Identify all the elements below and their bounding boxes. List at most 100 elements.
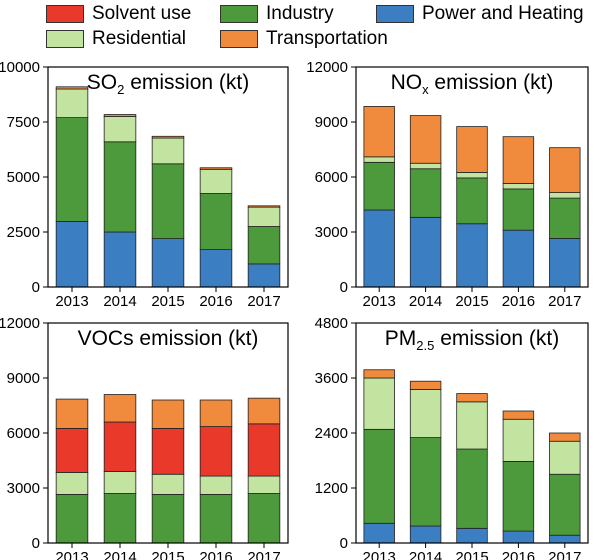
legend-item-power: Power and Heating (376, 3, 584, 25)
legend-swatch-power (376, 5, 414, 23)
x-tick-label-vocs-2016: 2016 (199, 549, 232, 560)
y-tick-label-nox-0: 0 (340, 279, 348, 296)
x-tick-label-pm25-2015: 2015 (455, 549, 488, 560)
bar-nox-transportation-2017 (549, 147, 581, 193)
x-tick-label-nox-2015: 2015 (455, 293, 488, 310)
y-tick-label-pm25-3600: 3600 (315, 370, 348, 387)
y-tick-label-vocs-9000: 9000 (7, 370, 40, 387)
bar-pm25-transportation-2016 (502, 410, 535, 420)
legend-label-transportation: Transportation (266, 28, 388, 49)
legend-item-transportation: Transportation (220, 28, 388, 50)
panel-vocs: 2013 2014 2015 2016 2017 0 3000 6000 9000 12000 VO… (0, 315, 289, 560)
legend: Solvent use Industry Power and Heating R… (0, 0, 596, 52)
bar-vocs-solvent-2014 (103, 421, 137, 472)
bar-pm25-transportation-2015 (456, 393, 488, 403)
bar-vocs-industry-2014 (103, 493, 137, 544)
bar-vocs-industry-2016 (199, 494, 233, 544)
bar-so2-power-2016 (199, 249, 233, 288)
legend-item-solvent: Solvent use (46, 3, 191, 25)
bar-vocs-transportation-2013 (55, 398, 89, 429)
x-tick-label-so2-2017: 2017 (247, 293, 280, 310)
bar-nox-power-2014 (409, 216, 442, 288)
x-tick-label-so2-2013: 2013 (55, 293, 88, 310)
bar-vocs-industry-2015 (151, 494, 185, 544)
bar-nox-residential-2013 (363, 156, 395, 163)
bar-so2-industry-2013 (55, 117, 89, 222)
x-tick-label-pm25-2017: 2017 (548, 549, 581, 560)
bar-nox-power-2013 (363, 209, 395, 288)
legend-item-residential: Residential (46, 28, 186, 50)
bar-so2-industry-2015 (151, 163, 185, 240)
x-tick-label-pm25-2014: 2014 (409, 549, 442, 560)
panel-pm25: 2013 2014 2015 2016 2017 0 1200 2400 3600 4800 PM2… (315, 315, 589, 560)
bar-pm25-residential-2016 (502, 418, 535, 462)
bar-nox-transportation-2013 (363, 106, 395, 158)
bar-pm25-transportation-2017 (549, 432, 581, 442)
bar-pm25-residential-2014 (409, 389, 442, 438)
bar-vocs-solvent-2013 (55, 428, 89, 473)
bar-so2-residential-2015 (151, 137, 185, 165)
chart-title-nox: NOx emission (kt) (391, 71, 554, 97)
bar-nox-power-2017 (549, 238, 581, 288)
y-tick-label-nox-3000: 3000 (315, 224, 348, 241)
bar-so2-power-2013 (55, 221, 89, 288)
y-tick-label-vocs-12000: 12000 (0, 315, 40, 332)
bar-so2-residential-2013 (55, 88, 89, 119)
bar-so2-transportation-2013 (55, 86, 89, 90)
bar-pm25-residential-2015 (456, 401, 488, 450)
bar-nox-industry-2016 (502, 188, 535, 231)
legend-swatch-transportation (220, 30, 258, 48)
bar-so2-transportation-2016 (199, 167, 233, 170)
bar-nox-residential-2016 (502, 183, 535, 190)
bar-vocs-industry-2017 (247, 493, 281, 544)
bar-so2-industry-2017 (247, 226, 281, 265)
bar-so2-industry-2016 (199, 193, 233, 250)
y-tick-label-so2-2500: 2500 (7, 224, 40, 241)
x-tick-label-so2-2014: 2014 (103, 293, 136, 310)
bar-so2-residential-2017 (247, 206, 281, 227)
bar-pm25-power-2014 (409, 525, 442, 544)
y-tick-label-nox-12000: 12000 (306, 59, 348, 76)
chart-title-pm25: PM2.5 emission (kt) (385, 327, 559, 353)
bar-nox-industry-2017 (549, 197, 581, 239)
bar-pm25-industry-2014 (409, 437, 442, 527)
bar-so2-power-2017 (247, 263, 281, 288)
y-tick-label-nox-9000: 9000 (315, 114, 348, 131)
legend-label-residential: Residential (92, 28, 186, 49)
bar-pm25-transportation-2013 (363, 369, 395, 379)
x-tick-label-so2-2015: 2015 (151, 293, 184, 310)
panel-nox: 2013 2014 2015 2016 2017 0 3000 6000 9000 12000 NO… (306, 59, 589, 310)
bar-so2-power-2015 (151, 238, 185, 288)
y-tick-label-nox-6000: 6000 (315, 169, 348, 186)
bar-so2-transportation-2015 (151, 135, 185, 139)
x-tick-label-nox-2016: 2016 (502, 293, 535, 310)
bar-so2-residential-2014 (103, 116, 137, 143)
bar-nox-transportation-2016 (502, 136, 535, 184)
y-tick-label-pm25-2400: 2400 (315, 425, 348, 442)
bar-nox-industry-2014 (409, 168, 442, 218)
bar-pm25-industry-2017 (549, 473, 581, 536)
x-tick-label-vocs-2014: 2014 (103, 549, 136, 560)
legend-label-power: Power and Heating (422, 3, 584, 24)
bar-vocs-solvent-2015 (151, 428, 185, 475)
bar-pm25-residential-2013 (363, 377, 395, 430)
x-tick-label-nox-2017: 2017 (548, 293, 581, 310)
bar-pm25-power-2017 (549, 534, 581, 544)
y-tick-label-vocs-0: 0 (32, 535, 40, 552)
bar-pm25-power-2016 (502, 530, 535, 544)
bar-nox-power-2016 (502, 229, 535, 288)
chart-title-so2: SO2 emission (kt) (87, 71, 249, 97)
y-tick-label-so2-5000: 5000 (7, 169, 40, 186)
legend-swatch-industry (220, 5, 258, 23)
bar-vocs-industry-2013 (55, 494, 89, 544)
bar-nox-residential-2015 (456, 172, 488, 179)
y-tick-label-so2-10000: 10000 (0, 59, 40, 76)
bar-vocs-transportation-2017 (247, 397, 281, 425)
x-tick-label-vocs-2015: 2015 (151, 549, 184, 560)
y-tick-label-pm25-4800: 4800 (315, 315, 348, 332)
bar-vocs-residential-2017 (247, 475, 281, 494)
bar-pm25-industry-2016 (502, 461, 535, 532)
y-tick-label-pm25-1200: 1200 (315, 480, 348, 497)
bar-nox-residential-2017 (549, 192, 581, 199)
